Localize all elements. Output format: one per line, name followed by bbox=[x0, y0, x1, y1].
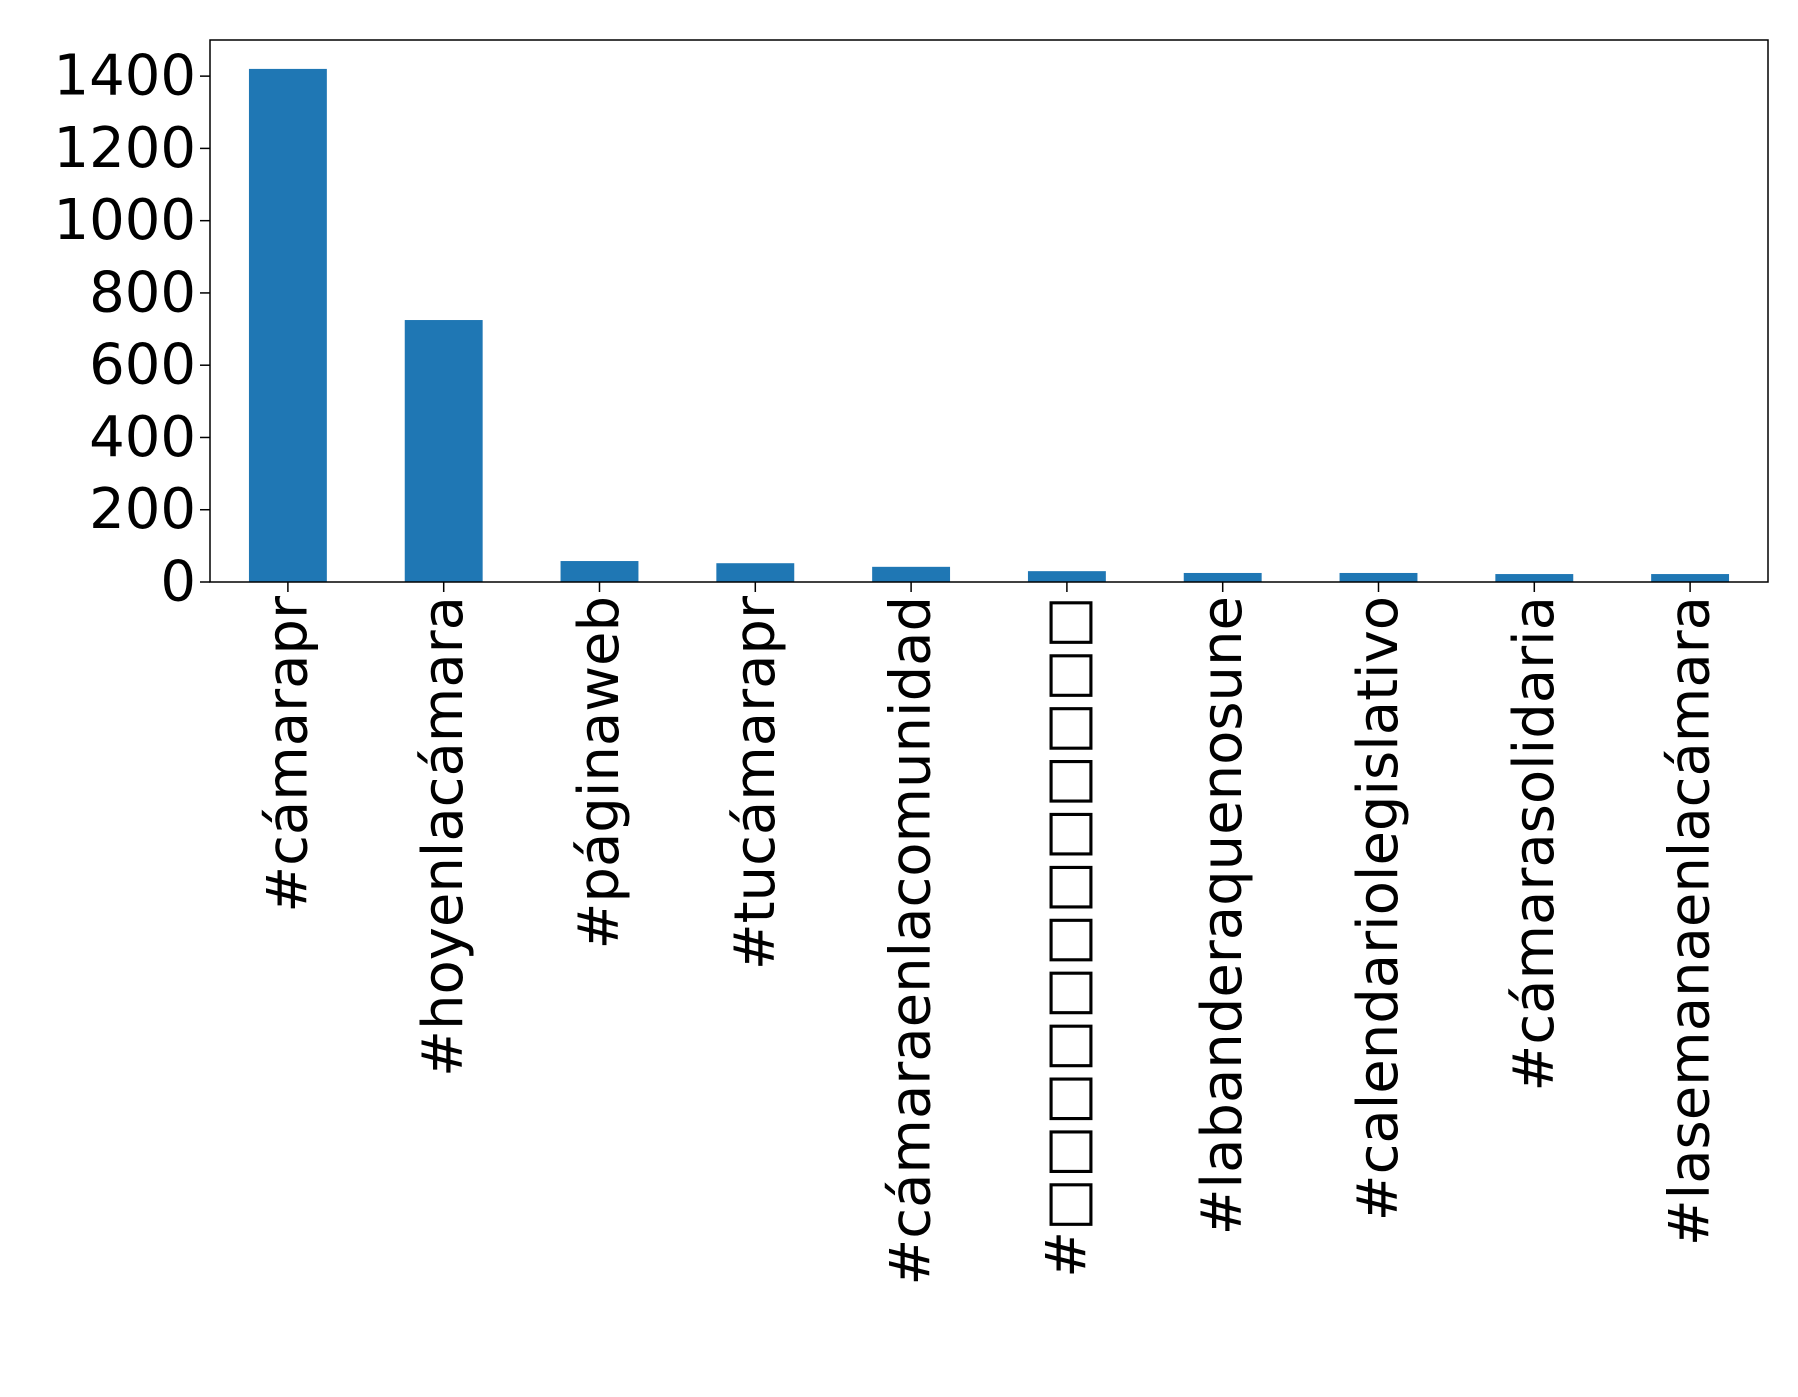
y-tick-label-5: 1000 bbox=[53, 188, 196, 253]
y-tick-label-7: 1400 bbox=[53, 44, 196, 109]
x-tick-label-8: #cámarasolidaria bbox=[1502, 596, 1567, 1092]
bar-9 bbox=[1651, 574, 1730, 582]
y-tick-label-4: 800 bbox=[89, 260, 196, 325]
x-tick-label-0: #cámarapr bbox=[255, 595, 320, 913]
x-tick-label-2: #páginaweb bbox=[567, 596, 632, 950]
y-tick-label-0: 0 bbox=[160, 550, 196, 615]
x-tick-label-9: #lasemanaenlacámara bbox=[1658, 596, 1723, 1246]
bar-0 bbox=[248, 68, 327, 582]
bar-4 bbox=[872, 566, 951, 582]
bar-1 bbox=[404, 320, 483, 582]
bar-2 bbox=[560, 561, 639, 582]
y-tick-label-3: 600 bbox=[89, 333, 196, 398]
plot-frame bbox=[209, 39, 1769, 583]
bar-8 bbox=[1495, 574, 1574, 582]
x-tick-label-1: #hoyenlacámara bbox=[411, 596, 476, 1077]
y-tick-label-1: 200 bbox=[89, 477, 196, 542]
x-tick-label-3: #tucámarapr bbox=[723, 595, 788, 970]
bar-5 bbox=[1027, 571, 1106, 582]
bar-6 bbox=[1183, 572, 1262, 582]
bars-group bbox=[248, 68, 1730, 582]
y-tick-label-6: 1200 bbox=[53, 116, 196, 181]
bar-3 bbox=[716, 563, 795, 582]
x-tick-label-7: #calendariolegislativo bbox=[1346, 596, 1411, 1221]
bar-7 bbox=[1339, 572, 1418, 582]
x-tick-label-6: #labanderaquenosune bbox=[1190, 596, 1255, 1235]
y-axis: 0 200 400 600 800 1000 1200 1400 bbox=[53, 44, 210, 615]
x-tick-label-4: #cámaraenlacomunidad bbox=[879, 596, 944, 1286]
x-tick-label-5: #□□□□□□□□□□□□ bbox=[1034, 596, 1099, 1278]
y-tick-label-2: 400 bbox=[89, 405, 196, 470]
x-axis: #cámarapr #hoyenlacámara #páginaweb #tucáma… bbox=[255, 582, 1723, 1286]
